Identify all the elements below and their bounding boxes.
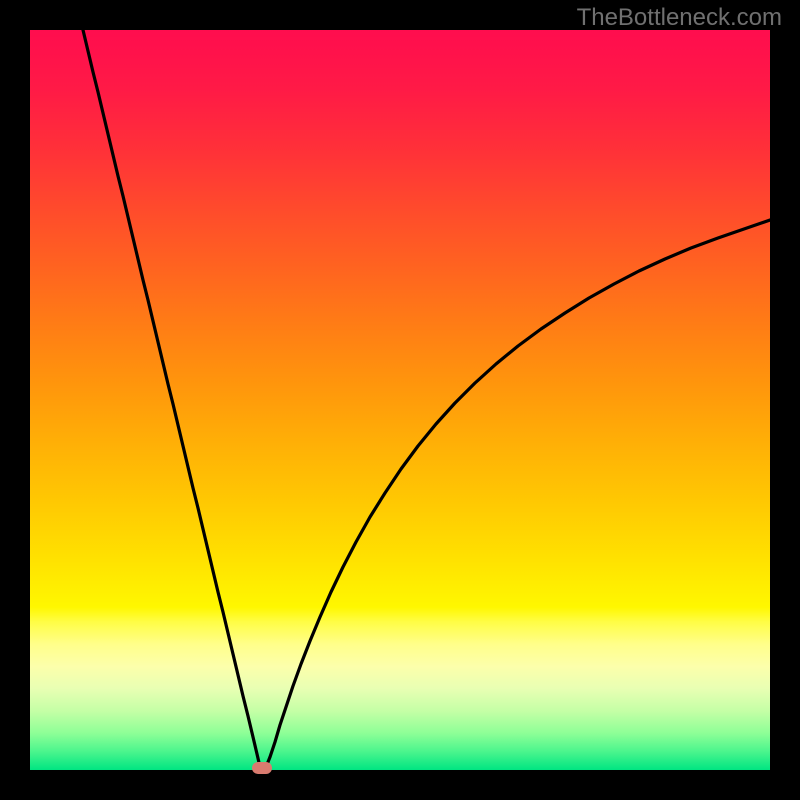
minimum-marker	[252, 762, 272, 774]
plot-area	[30, 30, 770, 770]
watermark-text: TheBottleneck.com	[577, 4, 782, 32]
bottleneck-curve	[30, 30, 770, 770]
